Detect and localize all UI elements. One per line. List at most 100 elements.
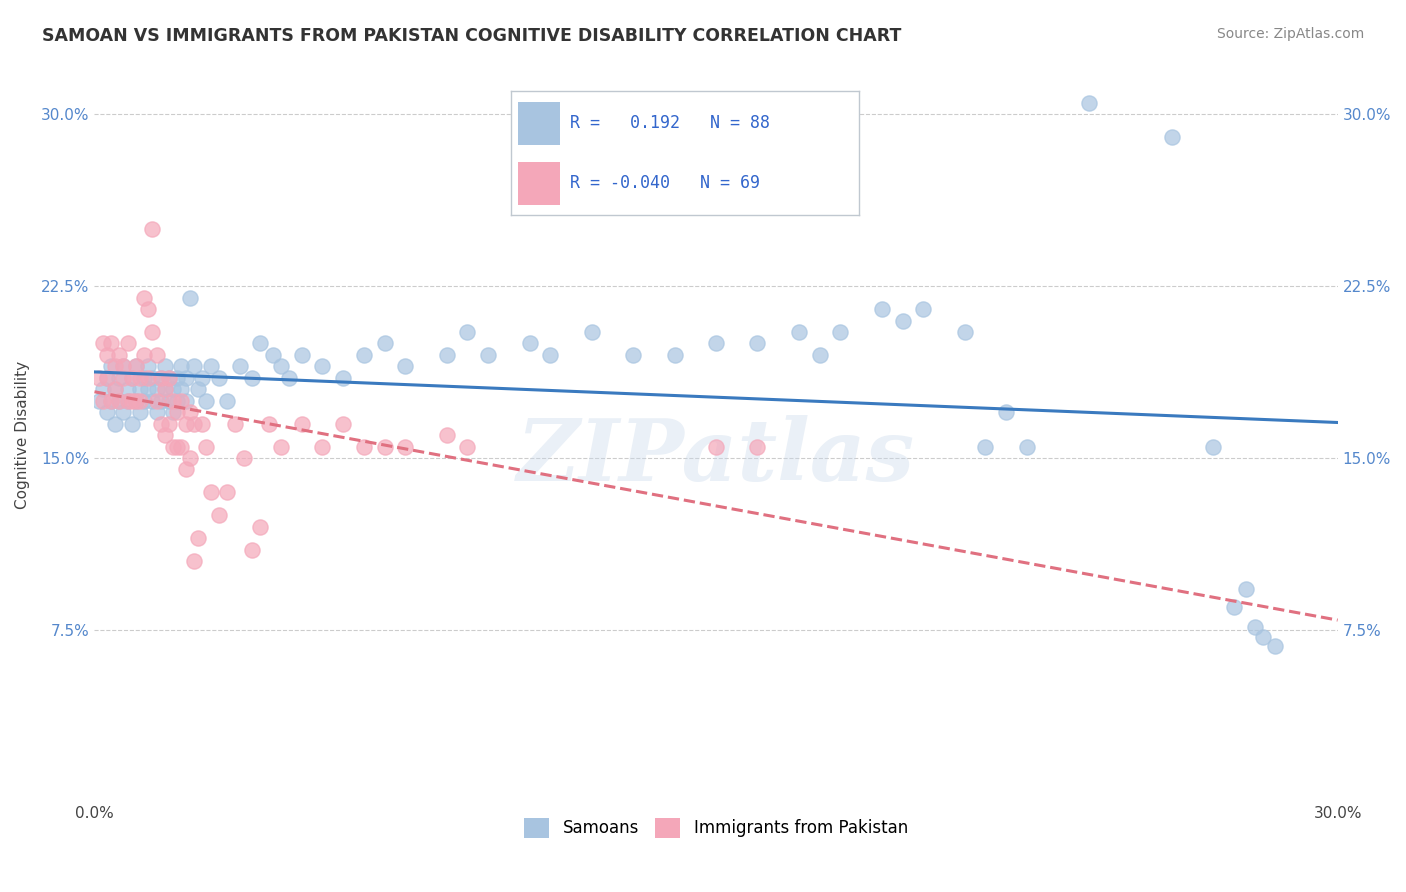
Point bbox=[129, 382, 152, 396]
Point bbox=[519, 336, 541, 351]
Point bbox=[112, 359, 135, 374]
Point bbox=[87, 371, 110, 385]
Point bbox=[104, 382, 127, 396]
Point bbox=[291, 348, 314, 362]
Point bbox=[87, 393, 110, 408]
Point bbox=[270, 440, 292, 454]
Point bbox=[141, 393, 163, 408]
Point bbox=[179, 291, 201, 305]
Point bbox=[436, 428, 458, 442]
Point bbox=[1015, 440, 1038, 454]
Point bbox=[145, 382, 167, 396]
Point bbox=[974, 440, 997, 454]
Point bbox=[149, 393, 172, 408]
Point bbox=[311, 359, 333, 374]
Point bbox=[830, 325, 852, 339]
Point bbox=[704, 336, 727, 351]
Point bbox=[153, 382, 176, 396]
Point bbox=[581, 325, 603, 339]
Point bbox=[104, 382, 127, 396]
Point bbox=[179, 450, 201, 465]
Point bbox=[157, 371, 180, 385]
Point bbox=[170, 359, 193, 374]
Point bbox=[157, 393, 180, 408]
Point bbox=[1160, 130, 1182, 145]
Point bbox=[374, 336, 396, 351]
Point bbox=[174, 417, 197, 431]
Point bbox=[108, 371, 131, 385]
Point bbox=[166, 371, 188, 385]
Point bbox=[134, 348, 156, 362]
Point bbox=[100, 336, 122, 351]
Point bbox=[353, 348, 375, 362]
Point bbox=[183, 359, 205, 374]
Point bbox=[183, 417, 205, 431]
Point bbox=[153, 382, 176, 396]
Point bbox=[240, 371, 263, 385]
Point bbox=[195, 393, 218, 408]
Point bbox=[374, 440, 396, 454]
Point bbox=[162, 440, 184, 454]
Point bbox=[208, 508, 231, 523]
Point bbox=[166, 405, 188, 419]
Point bbox=[129, 393, 152, 408]
Point bbox=[157, 371, 180, 385]
Point bbox=[117, 393, 139, 408]
Point bbox=[125, 359, 148, 374]
Point bbox=[134, 371, 156, 385]
Point bbox=[125, 393, 148, 408]
Point bbox=[96, 371, 118, 385]
Point bbox=[117, 336, 139, 351]
Point bbox=[134, 393, 156, 408]
Point bbox=[217, 393, 239, 408]
Point bbox=[704, 440, 727, 454]
Point bbox=[170, 382, 193, 396]
Point bbox=[456, 440, 478, 454]
Point bbox=[138, 382, 160, 396]
Point bbox=[138, 301, 160, 316]
Point bbox=[108, 348, 131, 362]
Point bbox=[174, 393, 197, 408]
Point bbox=[138, 371, 160, 385]
Point bbox=[174, 371, 197, 385]
Point bbox=[141, 371, 163, 385]
Point bbox=[121, 371, 143, 385]
Point bbox=[291, 417, 314, 431]
Point bbox=[162, 405, 184, 419]
Point bbox=[96, 348, 118, 362]
Point bbox=[149, 371, 172, 385]
Point bbox=[141, 325, 163, 339]
Point bbox=[166, 440, 188, 454]
Point bbox=[456, 325, 478, 339]
Point bbox=[332, 417, 354, 431]
Point bbox=[162, 382, 184, 396]
Point bbox=[179, 405, 201, 419]
Point bbox=[891, 313, 914, 327]
Point bbox=[117, 382, 139, 396]
Point bbox=[208, 371, 231, 385]
Point bbox=[436, 348, 458, 362]
Point bbox=[149, 417, 172, 431]
Point bbox=[1251, 630, 1274, 644]
Point bbox=[112, 405, 135, 419]
Point bbox=[100, 393, 122, 408]
Point bbox=[170, 393, 193, 408]
Point bbox=[91, 393, 114, 408]
Point bbox=[187, 382, 209, 396]
Point bbox=[145, 348, 167, 362]
Point bbox=[141, 222, 163, 236]
Point bbox=[125, 393, 148, 408]
Y-axis label: Cognitive Disability: Cognitive Disability bbox=[15, 361, 30, 509]
Point bbox=[187, 531, 209, 545]
Point bbox=[228, 359, 250, 374]
Point bbox=[1202, 440, 1225, 454]
Point bbox=[870, 301, 893, 316]
Point bbox=[125, 359, 148, 374]
Legend: Samoans, Immigrants from Pakistan: Samoans, Immigrants from Pakistan bbox=[517, 811, 915, 845]
Point bbox=[477, 348, 499, 362]
Point bbox=[138, 359, 160, 374]
Point bbox=[1243, 620, 1265, 634]
Point bbox=[200, 359, 222, 374]
Point bbox=[129, 405, 152, 419]
Point bbox=[129, 371, 152, 385]
